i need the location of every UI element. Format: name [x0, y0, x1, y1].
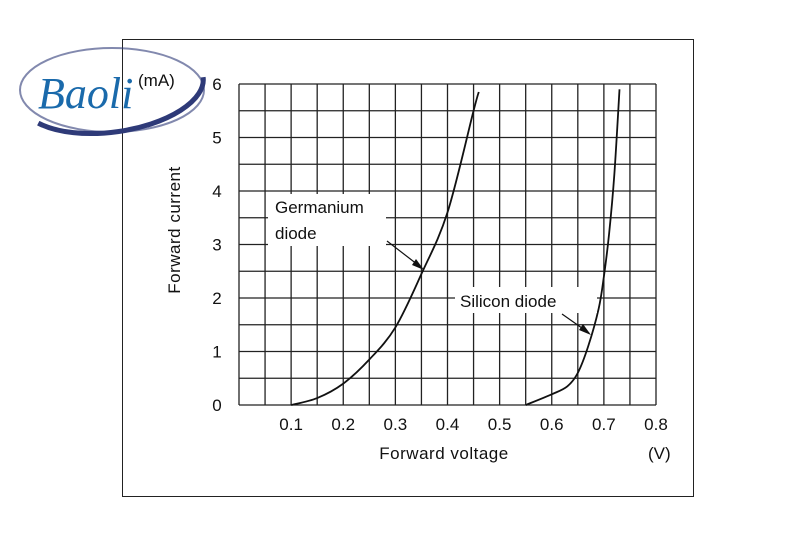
x-tick-label: 0.4 [436, 415, 460, 434]
y-axis-label: Forward current [165, 166, 184, 293]
germanium-label-line1: Germanium [275, 198, 364, 217]
y-tick-label: 3 [212, 236, 221, 255]
logo-text: Baoli [38, 69, 133, 118]
x-tick-label: 0.3 [384, 415, 408, 434]
silicon-arrowhead [579, 324, 591, 335]
y-unit: (mA) [138, 71, 175, 90]
chart-frame [122, 39, 694, 497]
silicon-label: Silicon diode [460, 292, 556, 311]
grid [238, 83, 657, 406]
y-tick-label: 1 [212, 343, 221, 362]
baoli-logo: Baoli [18, 43, 206, 137]
x-tick-label: 0.8 [644, 415, 668, 434]
x-tick-label: 0.7 [592, 415, 616, 434]
x-tick-label: 0.5 [488, 415, 512, 434]
silicon-curve [525, 89, 621, 406]
y-tick-label: 4 [212, 182, 221, 201]
x-axis-label: Forward voltage [379, 444, 508, 463]
germanium-arrowhead [412, 259, 424, 270]
germanium-curve [290, 91, 480, 406]
x-unit: (V) [648, 444, 671, 463]
y-tick-label: 0 [212, 396, 221, 415]
x-tick-label: 0.6 [540, 415, 564, 434]
y-tick-label: 5 [212, 129, 221, 148]
germanium-label-line2: diode [275, 224, 317, 243]
y-tick-label: 2 [212, 289, 221, 308]
y-tick-label: 6 [212, 75, 221, 94]
x-tick-label: 0.1 [279, 415, 303, 434]
x-tick-label: 0.2 [331, 415, 355, 434]
